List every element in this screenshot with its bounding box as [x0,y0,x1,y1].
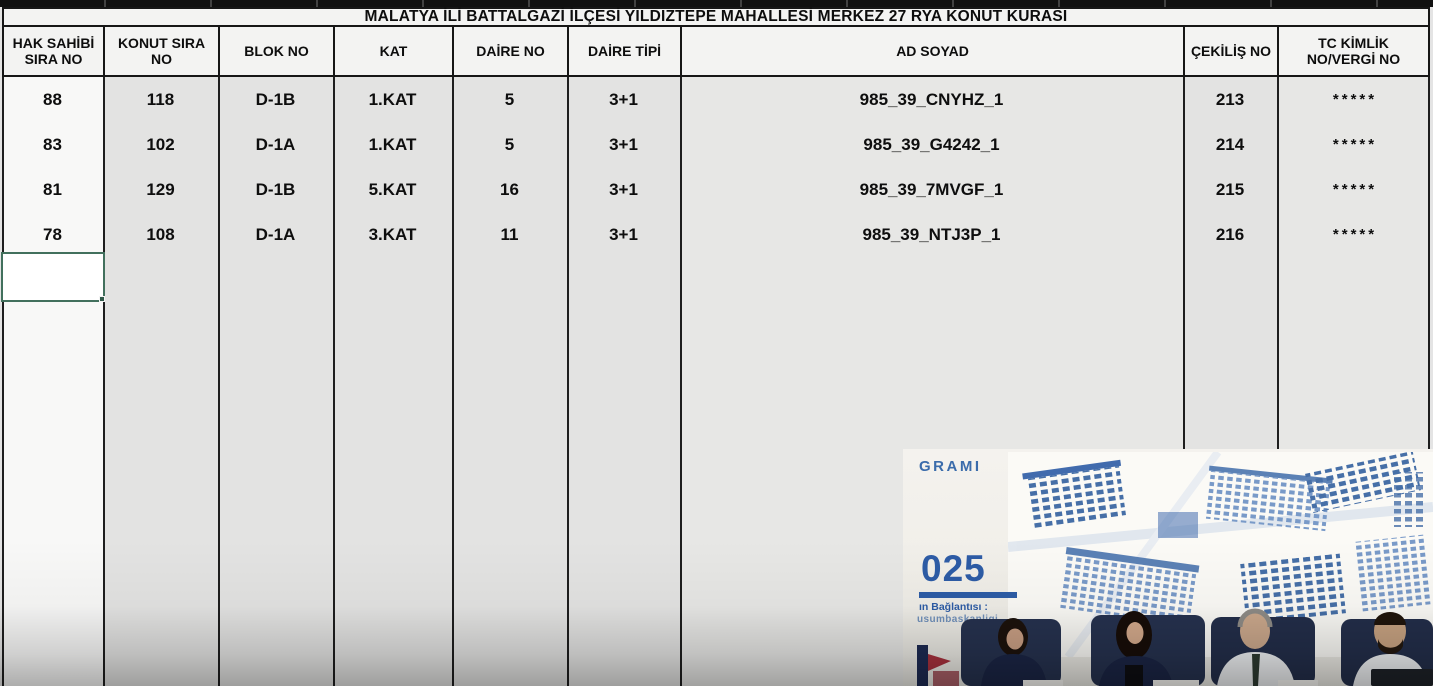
flag-pole [917,645,928,686]
table-cell-masked[interactable]: ***** [1332,226,1378,243]
excel-column-strip [0,0,1433,7]
table-cell[interactable]: 102 [146,134,175,154]
table-cell[interactable]: D-1B [255,89,296,109]
column-header-konut-sira-no[interactable]: KONUT SIRA NO [103,27,218,77]
column-header-daire-no[interactable]: DAİRE NO [452,27,567,77]
table-cell-masked[interactable]: ***** [1332,181,1378,198]
accent-bar [919,592,1017,598]
column-header-daire-tipi[interactable]: DAİRE TİPİ [567,27,680,77]
table-cell[interactable]: 3.KAT [368,224,417,244]
sheet-title-cell[interactable]: MALATYA İLİ BATTALGAZİ İLÇESİ YILDIZTEPE… [2,7,1430,27]
table-cell[interactable]: 78 [43,224,62,244]
column-background [452,77,567,686]
table-cell[interactable]: 5 [504,89,515,109]
active-cell-selection[interactable] [1,252,105,302]
broadcast-link-label: ın Bağlantısı : [919,601,988,613]
lottery-committee-people [917,608,1433,686]
table-cell[interactable]: 118 [146,89,175,109]
column-header-ad-soyad[interactable]: AD SOYAD [680,27,1183,77]
table-cell[interactable]: 5.KAT [368,179,417,199]
table-cell-masked[interactable]: ***** [1332,91,1378,108]
table-cell[interactable]: 3+1 [609,224,638,244]
table-cell[interactable]: 16 [500,179,519,199]
table-cell[interactable]: 1.KAT [368,134,417,154]
table-cell[interactable]: 11 [500,224,519,244]
column-header-kat[interactable]: KAT [333,27,452,77]
table-cell[interactable]: 1.KAT [368,89,417,109]
live-broadcast-video[interactable]: GRAMI 025 ın Bağlantısı : usumbaskanligi [903,449,1433,686]
column-header-tc-kimlik[interactable]: TC KİMLİK NO/VERGİ NO [1277,27,1430,77]
table-cell[interactable]: 3+1 [609,89,638,109]
program-text: GRAMI [919,458,982,475]
table-cell[interactable]: 985_39_CNYHZ_1 [859,89,1004,109]
table-cell[interactable]: 83 [43,134,62,154]
table-cell[interactable]: 129 [146,179,175,199]
table-cell[interactable]: 81 [43,179,62,199]
selection-fill-handle[interactable] [99,296,105,302]
table-cell[interactable]: 5 [504,134,515,154]
table-cell[interactable]: 215 [1215,179,1245,199]
table-cell[interactable]: D-1A [255,224,296,244]
column-background [218,77,333,686]
table-cell[interactable]: 216 [1215,224,1245,244]
table-cell[interactable]: 985_39_7MVGF_1 [859,179,1004,199]
table-cell[interactable]: 88 [43,89,62,109]
column-background [567,77,680,686]
column-background [333,77,452,686]
table-cell[interactable]: 985_39_G4242_1 [863,134,1000,154]
table-cell[interactable]: 108 [146,224,175,244]
broadcast-link-value: usumbaskanligi [917,614,999,625]
table-cell[interactable]: 214 [1215,134,1245,154]
column-header-cekilis-no[interactable]: ÇEKİLİŞ NO [1183,27,1277,77]
table-cell[interactable]: D-1B [255,179,296,199]
table-cell[interactable]: 213 [1215,89,1245,109]
column-header-blok-no[interactable]: BLOK NO [218,27,333,77]
table-cell-masked[interactable]: ***** [1332,136,1378,153]
table-cell[interactable]: 3+1 [609,134,638,154]
column-header-hak-sahibi-sira-no[interactable]: HAK SAHİBİ SIRA NO [2,27,103,77]
column-background [2,77,103,686]
column-background [103,77,218,686]
year-text: 025 [921,548,986,589]
table-cell[interactable]: D-1A [255,134,296,154]
table-cell[interactable]: 3+1 [609,179,638,199]
table-cell[interactable]: 985_39_NTJ3P_1 [862,224,1001,244]
